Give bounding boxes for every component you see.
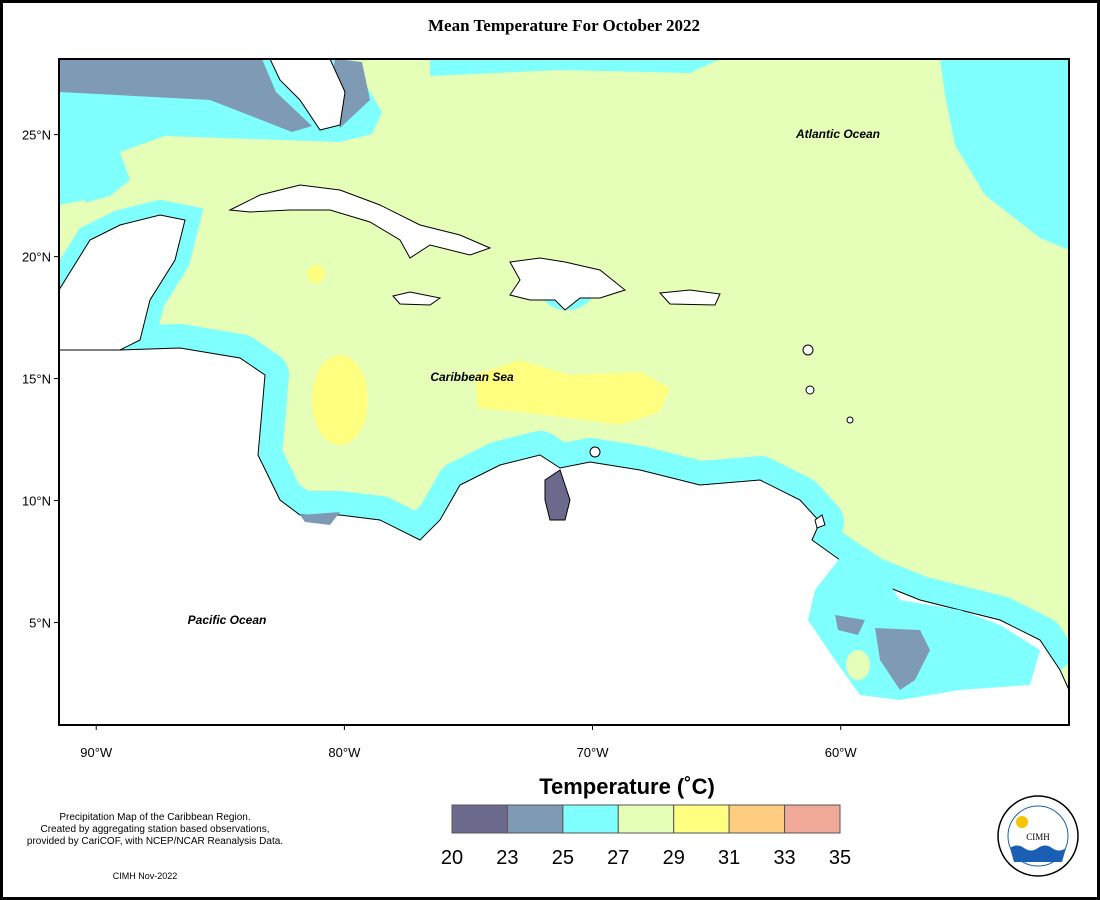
ocean-label: Atlantic Ocean xyxy=(795,127,880,141)
island xyxy=(814,514,826,529)
note: provided by CariCOF, with NCEP/NCAR Rean… xyxy=(27,836,283,847)
note: Created by aggregating station based obs… xyxy=(40,824,269,835)
legend-title: Temperature (˚C) xyxy=(539,774,715,799)
zone xyxy=(59,59,312,132)
island xyxy=(846,416,854,424)
legend: 20 23 25 27 29 31 33 35 xyxy=(441,804,851,869)
zone xyxy=(300,512,340,525)
ocean-label: Caribbean Sea xyxy=(430,370,514,384)
x-tick-label: 80°W xyxy=(328,745,361,760)
x-tick-label: 90°W xyxy=(80,745,113,760)
logo-sun xyxy=(1016,816,1028,828)
island xyxy=(802,344,814,356)
island xyxy=(589,446,601,458)
logo: CIMH xyxy=(997,795,1079,877)
y-tick-label: 5°N xyxy=(29,616,51,631)
island xyxy=(392,291,442,306)
legend-swatch xyxy=(506,804,564,834)
logo-text: CIMH xyxy=(1026,832,1050,842)
logo-waves xyxy=(1010,845,1066,862)
zone xyxy=(544,469,571,521)
legend-swatch xyxy=(784,804,841,834)
y-tick-label: 25°N xyxy=(22,128,51,143)
legend-tick-label: 23 xyxy=(496,847,518,869)
zone xyxy=(835,615,865,635)
legend-tick-label: 31 xyxy=(718,847,740,869)
island xyxy=(805,385,815,395)
land xyxy=(59,214,186,351)
map xyxy=(59,59,1069,725)
y-tick-label: 20°N xyxy=(22,250,51,265)
island xyxy=(658,289,721,306)
legend-tick-label: 33 xyxy=(773,847,795,869)
legend-swatch xyxy=(728,804,786,834)
legend-swatch xyxy=(617,804,675,834)
x-tick-label: 70°W xyxy=(577,745,610,760)
legend-swatch xyxy=(562,804,619,834)
y-tick-label: 10°N xyxy=(22,494,51,509)
x-tick-label: 60°W xyxy=(825,745,858,760)
island xyxy=(228,184,492,259)
legend-tick-label: 25 xyxy=(552,847,574,869)
zone xyxy=(875,628,930,690)
legend-tick-label: 29 xyxy=(663,847,685,869)
map-border xyxy=(58,58,1070,726)
land xyxy=(269,59,346,131)
zone xyxy=(307,265,325,283)
legend-swatch xyxy=(451,804,508,834)
island xyxy=(509,257,627,311)
y-tick-label: 15°N xyxy=(22,372,51,387)
zone xyxy=(846,650,870,680)
zone xyxy=(430,59,720,76)
zone xyxy=(312,355,368,445)
zone xyxy=(940,59,1069,250)
legend-tick-label: 35 xyxy=(829,847,851,869)
legend-tick-label: 27 xyxy=(607,847,629,869)
zone xyxy=(475,360,670,425)
ocean-label: Pacific Ocean xyxy=(188,613,267,627)
credit: CIMH Nov-2022 xyxy=(113,871,178,881)
legend-tick-label: 20 xyxy=(441,847,463,869)
title: Mean Temperature For October 2022 xyxy=(428,16,700,35)
legend-swatch xyxy=(673,804,730,834)
note: Precipitation Map of the Caribbean Regio… xyxy=(59,812,250,823)
